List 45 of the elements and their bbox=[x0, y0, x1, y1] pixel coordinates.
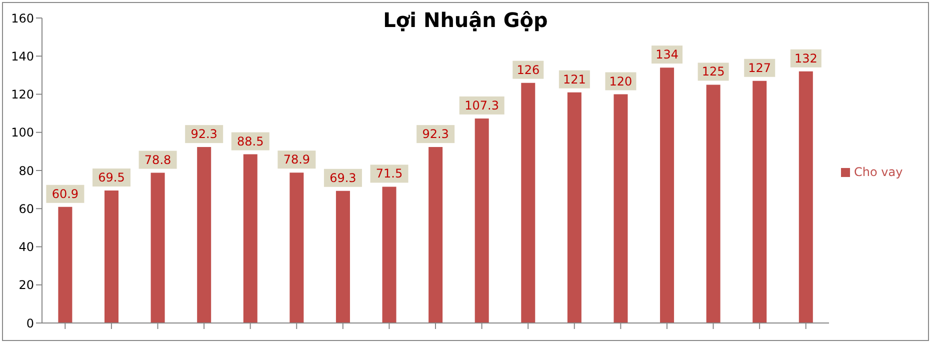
bar bbox=[706, 84, 720, 323]
bar bbox=[798, 71, 813, 323]
bar bbox=[104, 190, 118, 323]
data-label: 134 bbox=[656, 48, 678, 62]
bar bbox=[243, 154, 258, 323]
data-label: 126 bbox=[516, 62, 540, 77]
bar bbox=[752, 80, 767, 323]
data-label: 92.3 bbox=[190, 127, 218, 142]
y-tick-label: 0 bbox=[26, 316, 34, 330]
data-label: 120 bbox=[609, 74, 632, 88]
bar bbox=[521, 82, 536, 323]
y-tick-label: 60 bbox=[18, 202, 34, 216]
bar bbox=[567, 92, 582, 323]
data-label: 69.5 bbox=[98, 170, 125, 185]
bar bbox=[197, 147, 212, 323]
data-label: 69.3 bbox=[330, 170, 356, 185]
y-tick-label: 80 bbox=[18, 164, 34, 178]
bar bbox=[58, 206, 72, 323]
y-tick-label: 140 bbox=[11, 49, 34, 64]
bar bbox=[150, 172, 165, 323]
bar bbox=[336, 190, 350, 323]
bar bbox=[290, 172, 304, 323]
y-tick-label: 20 bbox=[18, 278, 34, 292]
data-label: 71.5 bbox=[376, 166, 403, 181]
data-label: 78.9 bbox=[283, 152, 310, 167]
y-tick-label: 160 bbox=[11, 11, 34, 26]
data-label: 92.3 bbox=[422, 127, 449, 142]
bar bbox=[614, 94, 628, 323]
y-tick-label: 40 bbox=[18, 240, 34, 254]
data-label: 60.9 bbox=[52, 186, 79, 201]
data-label: 78.8 bbox=[144, 152, 172, 167]
data-label: 125 bbox=[702, 64, 725, 79]
legend-label: Cho vay bbox=[854, 164, 903, 178]
data-label: 107.3 bbox=[464, 98, 500, 112]
data-label: 88.5 bbox=[237, 134, 264, 148]
y-tick-label: 100 bbox=[11, 126, 34, 140]
bar bbox=[382, 186, 396, 323]
bar bbox=[660, 68, 674, 323]
data-label: 127 bbox=[748, 60, 772, 75]
data-label: 121 bbox=[562, 72, 586, 86]
bar bbox=[428, 147, 443, 323]
data-label: 132 bbox=[794, 51, 818, 66]
bar bbox=[474, 118, 489, 323]
chart-title: Lợi Nhuận Gộp bbox=[383, 8, 548, 32]
y-tick-label: 120 bbox=[11, 88, 34, 102]
